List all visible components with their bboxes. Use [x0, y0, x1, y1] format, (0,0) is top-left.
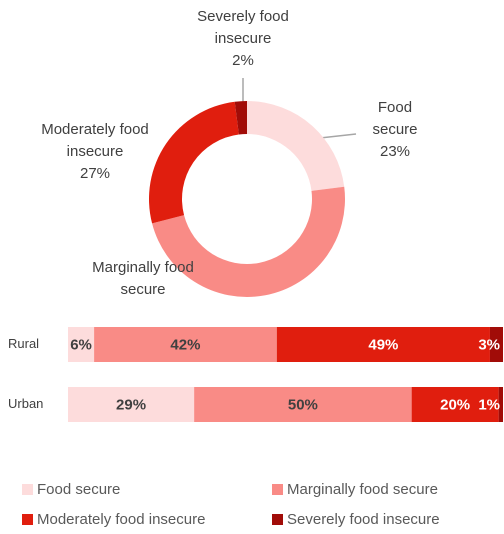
category-label: Severely food insecure	[197, 8, 289, 47]
category-label: Urban	[8, 396, 43, 411]
donut-slice	[247, 101, 345, 191]
donut-label: Severely food insecure 2%	[183, 6, 303, 72]
donut-label: Food secure 23%	[365, 97, 425, 163]
category-label: Rural	[8, 336, 39, 351]
category-label: Moderately food insecure	[41, 121, 149, 160]
bar-segment	[498, 387, 503, 422]
legend-label: Food secure	[37, 481, 120, 498]
category-label: Marginally food secure	[92, 259, 194, 298]
value-label: 27%	[79, 165, 111, 182]
value-label: 3%	[478, 336, 500, 353]
value-label: 42%	[170, 336, 200, 353]
donut-slice	[152, 186, 345, 297]
donut-slice	[234, 101, 247, 135]
legend-label: Severely food insecure	[287, 511, 440, 528]
legend-swatch	[22, 514, 33, 525]
value-label: 20%	[440, 396, 470, 413]
bar-segment	[68, 387, 195, 422]
bar-segment	[489, 327, 503, 362]
value-label: 2%	[232, 52, 254, 69]
value-label: 29%	[116, 396, 146, 413]
value-label: 1%	[478, 396, 500, 413]
leader-line	[319, 133, 357, 139]
donut-slice	[149, 101, 239, 224]
legend-swatch	[272, 484, 283, 495]
legend-label: Marginally food secure	[287, 481, 438, 498]
value-label: 50%	[288, 396, 318, 413]
bar-segment	[94, 327, 277, 362]
legend-swatch	[22, 484, 33, 495]
bar-segment	[411, 387, 499, 422]
value-label: 6%	[70, 336, 92, 353]
bar-segment	[276, 327, 490, 362]
value-label: 23%	[379, 143, 411, 160]
legend-swatch	[272, 514, 283, 525]
category-label: Food secure	[372, 99, 418, 138]
donut-label: Moderately food insecure 27%	[35, 119, 155, 185]
value-label: 49%	[368, 336, 398, 353]
donut-label: Marginally food secure	[63, 257, 223, 301]
legend-label: Moderately food insecure	[37, 511, 205, 528]
bar-segment	[68, 327, 95, 362]
bar-segment	[194, 387, 412, 422]
